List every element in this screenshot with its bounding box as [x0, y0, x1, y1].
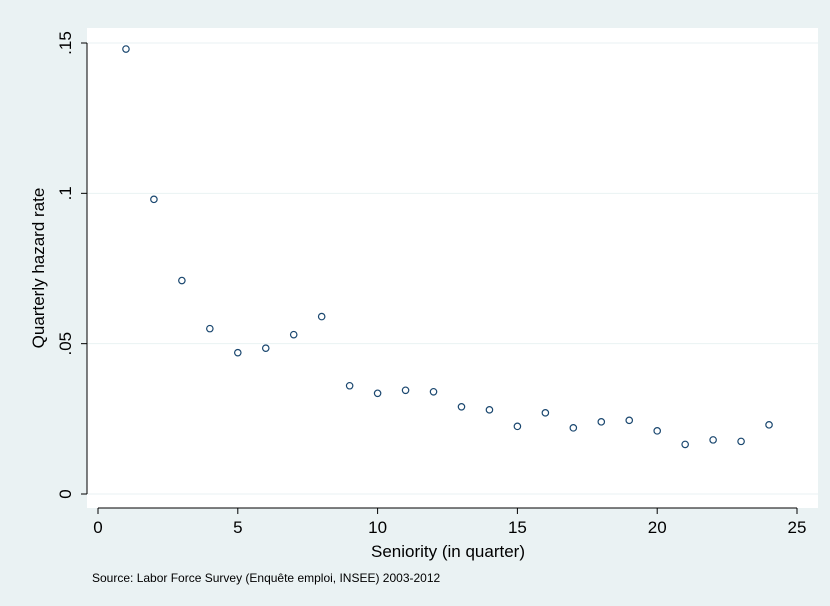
data-point — [429, 387, 438, 396]
data-point — [625, 416, 634, 425]
data-point — [289, 330, 298, 339]
data-point — [653, 427, 662, 435]
data-point — [122, 45, 130, 53]
y-axis-label: Quarterly hazard rate — [29, 188, 48, 349]
data-point — [261, 344, 270, 352]
data-point — [206, 324, 214, 333]
data-point — [681, 440, 689, 449]
source-caption: Source: Labor Force Survey (Enquête empl… — [92, 571, 441, 585]
data-point — [150, 195, 158, 204]
x-tick-label-4: 20 — [648, 518, 667, 537]
data-point — [569, 424, 578, 432]
x-tick-label-5: 25 — [788, 518, 807, 537]
y-tick-label-3: .15 — [56, 31, 75, 55]
data-point — [317, 312, 326, 321]
data-point — [765, 421, 773, 429]
axes: 0 .05 .1 .15 0 5 10 15 20 25 — [56, 31, 806, 537]
data-point — [541, 409, 550, 417]
data-point — [709, 436, 717, 444]
data-point — [597, 418, 606, 426]
x-tick-label-2: 10 — [368, 518, 387, 537]
y-tick-label-0: 0 — [56, 489, 75, 498]
data-point — [457, 403, 466, 411]
data-point — [401, 386, 410, 395]
x-tick-label-3: 15 — [508, 518, 527, 537]
data-point — [345, 381, 354, 390]
data-point — [373, 389, 382, 398]
plot-area — [87, 28, 818, 508]
data-point — [737, 437, 745, 446]
data-points — [122, 45, 773, 449]
gridlines — [87, 42, 818, 495]
data-point — [178, 276, 186, 285]
y-tick-label-1: .05 — [56, 332, 75, 356]
y-tick-label-2: .1 — [56, 186, 75, 200]
data-point — [513, 422, 522, 431]
x-tick-label-0: 0 — [93, 518, 102, 537]
x-axis-label: Seniority (in quarter) — [371, 542, 525, 561]
data-point — [234, 348, 242, 357]
data-point — [485, 406, 494, 414]
x-tick-label-1: 5 — [233, 518, 242, 537]
